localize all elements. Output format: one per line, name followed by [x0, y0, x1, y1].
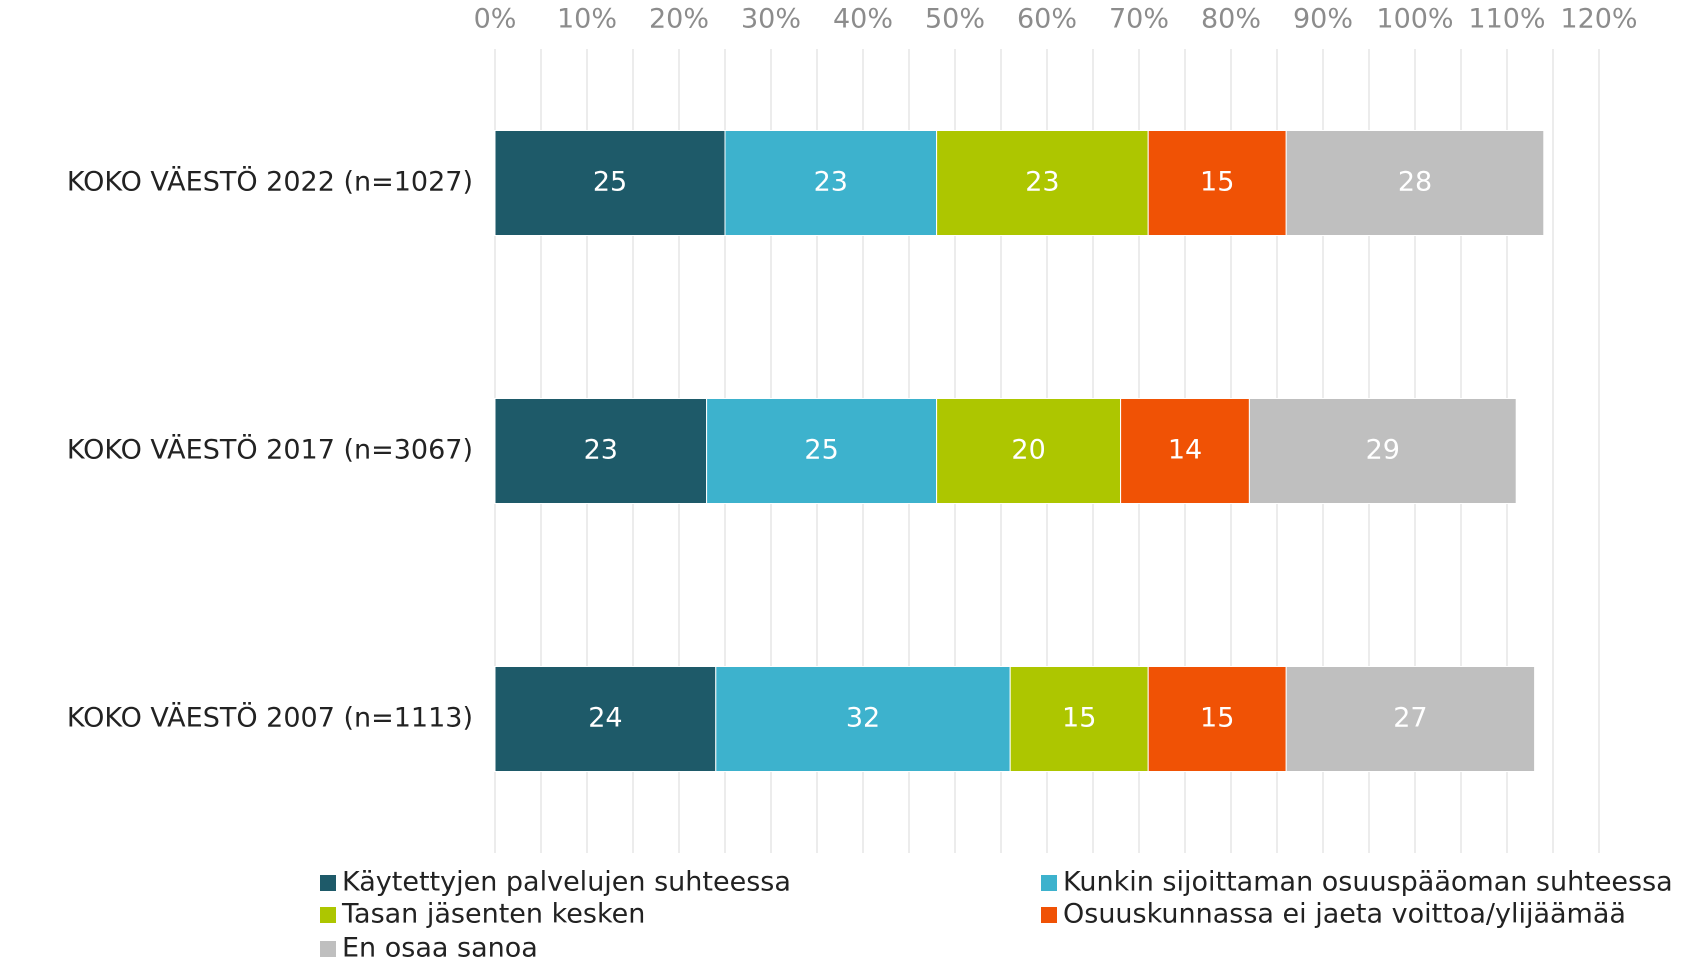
legend-swatch: [1041, 907, 1057, 923]
data-label: 23: [584, 435, 618, 466]
x-tick-label: 110%: [1468, 4, 1545, 35]
bar-segment: [1009, 666, 1149, 772]
legend-label: Osuuskunnassa ei jaeta voittoa/ylijäämää: [1063, 899, 1626, 930]
bar-segment: [1147, 666, 1287, 772]
data-label: 25: [804, 435, 838, 466]
x-tick-label: 70%: [1109, 4, 1169, 35]
x-tick-label: 40%: [833, 4, 893, 35]
x-tick-label: 30%: [741, 4, 801, 35]
data-label: 15: [1200, 703, 1234, 734]
bar-segment: [494, 130, 726, 236]
category-label: KOKO VÄESTÖ 2017 (n=3067): [67, 434, 473, 466]
bar-segment: [1285, 666, 1536, 772]
data-label: 27: [1393, 703, 1427, 734]
bar-segment: [715, 666, 1011, 772]
x-tick-label: 60%: [1017, 4, 1077, 35]
legend-label: En osaa sanoa: [342, 933, 538, 964]
data-label: 15: [1062, 703, 1096, 734]
data-label: 28: [1398, 167, 1432, 198]
bar-segment: [936, 398, 1122, 504]
data-label: 25: [593, 167, 627, 198]
category-label: KOKO VÄESTÖ 2007 (n=1113): [67, 702, 473, 734]
x-tick-label: 90%: [1293, 4, 1353, 35]
legend-label: Tasan jäsenten kesken: [341, 899, 645, 930]
data-label: 29: [1366, 435, 1400, 466]
data-label: 24: [588, 703, 622, 734]
data-label: 32: [846, 703, 880, 734]
x-tick-label: 10%: [557, 4, 617, 35]
x-tick-label: 100%: [1376, 4, 1453, 35]
legend-swatch: [320, 875, 336, 891]
bar-segment: [706, 398, 938, 504]
bar-segment: [1248, 398, 1517, 504]
bar-segment: [494, 666, 717, 772]
data-label: 23: [1025, 167, 1059, 198]
bar-segment: [494, 398, 708, 504]
bar-segment: [1147, 130, 1287, 236]
x-tick-label: 80%: [1201, 4, 1261, 35]
data-label: 20: [1011, 435, 1045, 466]
legend-swatch: [320, 941, 336, 957]
data-label: 15: [1200, 167, 1234, 198]
x-tick-label: 20%: [649, 4, 709, 35]
bar-segment: [936, 130, 1149, 236]
bar-segment: [1120, 398, 1250, 504]
x-tick-label: 120%: [1560, 4, 1637, 35]
bar-segment: [724, 130, 938, 236]
bar-segment: [1285, 130, 1545, 236]
legend-swatch: [320, 907, 336, 923]
legend-label: Kunkin sijoittaman osuuspääoman suhteess…: [1063, 867, 1673, 898]
x-tick-label: 50%: [925, 4, 985, 35]
data-label: 14: [1168, 435, 1202, 466]
x-tick-label: 0%: [474, 4, 517, 35]
legend-label: Käytettyjen palvelujen suhteessa: [342, 867, 791, 898]
data-label: 23: [814, 167, 848, 198]
category-label: KOKO VÄESTÖ 2022 (n=1027): [67, 166, 473, 198]
legend-swatch: [1041, 875, 1057, 891]
